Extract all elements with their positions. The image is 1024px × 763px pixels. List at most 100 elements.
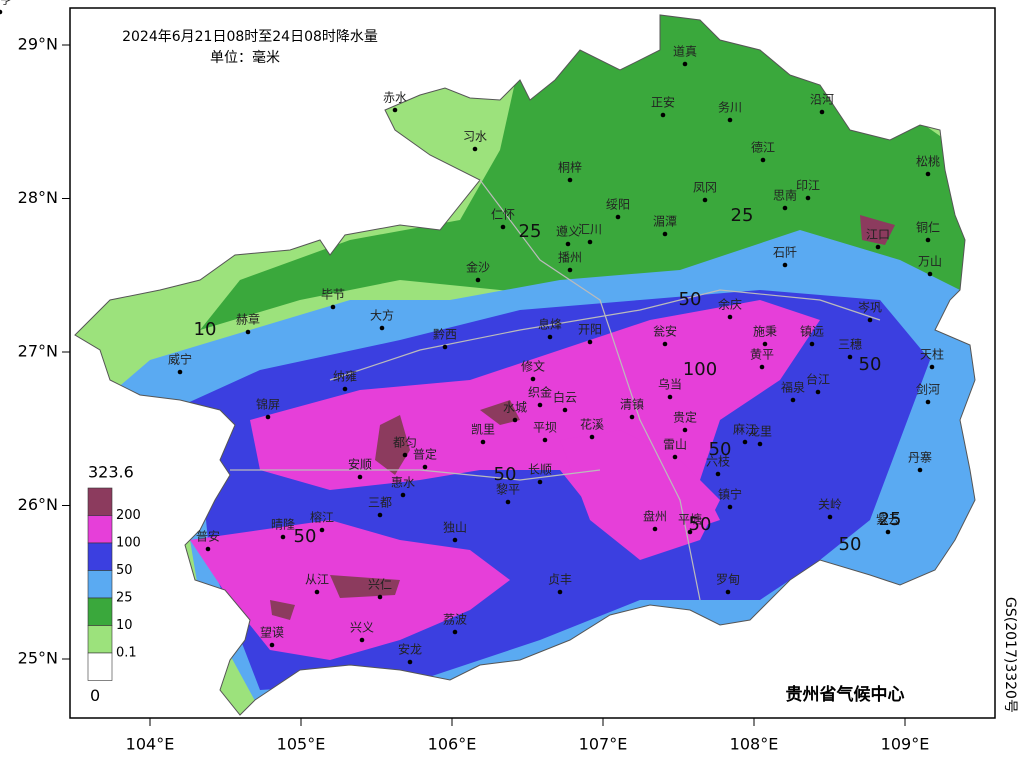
city-name: 都匀 <box>393 436 417 450</box>
city-dot <box>342 386 348 392</box>
city-name: 榕江 <box>310 510 334 525</box>
city-name: 清镇 <box>620 398 644 412</box>
city-name: 石阡 <box>773 245 797 260</box>
city-name: 罗甸 <box>716 573 740 587</box>
city-dot <box>407 659 413 665</box>
legend-label: 25 <box>116 591 133 606</box>
legend-label: 0.1 <box>116 646 137 661</box>
city-name: 湄潭 <box>653 215 677 229</box>
city-name: 万山 <box>918 255 942 269</box>
approval: GS(2017)3320号 <box>1002 597 1018 713</box>
city-name: 岑巩 <box>858 301 882 315</box>
city-dot <box>557 589 563 595</box>
city-name: 独山 <box>443 521 467 535</box>
legend-label: 50 <box>116 563 133 578</box>
city-dot <box>265 414 271 420</box>
contour-label: 10 <box>194 319 217 340</box>
city-dot <box>500 224 506 230</box>
city-name: 从江 <box>305 573 329 587</box>
city-name: 习水 <box>463 130 487 144</box>
city-name: 锦屏 <box>256 398 280 412</box>
city-name: 开阳 <box>578 323 602 337</box>
city-dot <box>392 107 398 113</box>
city-dot <box>505 499 511 505</box>
city-dot <box>314 589 320 595</box>
city-name: 镇宁 <box>718 487 742 502</box>
lon-tick-label: 105°E <box>277 735 326 754</box>
city-dot <box>682 427 688 433</box>
city-name: 赤水 <box>383 91 407 105</box>
city-dot <box>687 529 693 535</box>
contour-label: 50 <box>709 439 732 460</box>
city-name: 白云 <box>553 390 577 405</box>
city-name: 镇远 <box>800 325 824 339</box>
city-dot <box>667 394 673 400</box>
city-name: 贵定 <box>673 410 697 425</box>
city-dot <box>727 117 733 123</box>
city-dot <box>402 452 408 458</box>
city-name: 息烽 <box>538 317 562 332</box>
city-name: 三都 <box>368 496 392 510</box>
city-name: 修文 <box>521 359 545 374</box>
city-name: 黄平 <box>750 348 774 362</box>
city-name: 大方 <box>370 308 394 323</box>
city-dot <box>330 304 336 310</box>
city-name: 贞丰 <box>548 573 572 587</box>
city-dot <box>809 341 815 347</box>
lon-tick-label: 104°E <box>126 735 175 754</box>
city-dot <box>359 637 365 643</box>
city-dot <box>452 537 458 543</box>
city-name: 安龙 <box>398 642 422 657</box>
city-name: 水城 <box>503 401 527 415</box>
city-dot <box>587 239 593 245</box>
city-dot <box>682 61 688 67</box>
city-dot <box>805 195 811 201</box>
city-dot <box>725 589 731 595</box>
contour-label: 50 <box>679 289 702 310</box>
city-dot <box>702 197 708 203</box>
lat-tick-label: 26°N <box>18 495 58 514</box>
city-name: 三穗 <box>838 338 862 352</box>
lat-tick-label: 28°N <box>18 188 58 207</box>
legend-swatch <box>87 542 113 571</box>
legend-swatch <box>87 597 113 626</box>
city-dot <box>727 504 733 510</box>
city-dot <box>567 177 573 183</box>
city-name: 册亨 <box>0 0 12 7</box>
contour-label: 25 <box>519 221 542 242</box>
city-dot <box>925 399 931 405</box>
city-dot <box>280 534 286 540</box>
city-name: 凤冈 <box>693 181 717 195</box>
legend-swatch <box>87 625 113 654</box>
lon-tick-label: 106°E <box>428 735 477 754</box>
city-name: 荔波 <box>443 613 467 627</box>
city-name: 福泉 <box>781 380 805 395</box>
city-name: 龙里 <box>748 425 772 439</box>
legend-swatch <box>87 570 113 599</box>
legend-swatch <box>87 652 113 681</box>
precip-zone <box>480 400 520 425</box>
contour-label: 100 <box>683 359 717 380</box>
city-dot <box>537 479 543 485</box>
legend-label: 10 <box>116 618 133 633</box>
city-name: 花溪 <box>580 417 604 432</box>
city-dot <box>662 231 668 237</box>
city-name: 兴义 <box>350 621 374 635</box>
city-name: 桐梓 <box>558 160 582 175</box>
city-dot <box>660 112 666 118</box>
city-name: 兴仁 <box>368 578 392 592</box>
city-dot <box>357 474 363 480</box>
city-dot <box>867 317 873 323</box>
city-name: 平塘 <box>678 512 702 527</box>
city-name: 施秉 <box>753 325 777 339</box>
city-name: 江口 <box>866 228 890 242</box>
city-dot <box>512 417 518 423</box>
city-name: 黔西 <box>433 327 457 342</box>
precip-zone <box>850 600 975 650</box>
city-name: 黎平 <box>496 483 520 497</box>
city-dot <box>782 205 788 211</box>
city-dot <box>925 237 931 243</box>
prefecture-border <box>329 289 881 381</box>
legend-swatch <box>87 487 113 516</box>
